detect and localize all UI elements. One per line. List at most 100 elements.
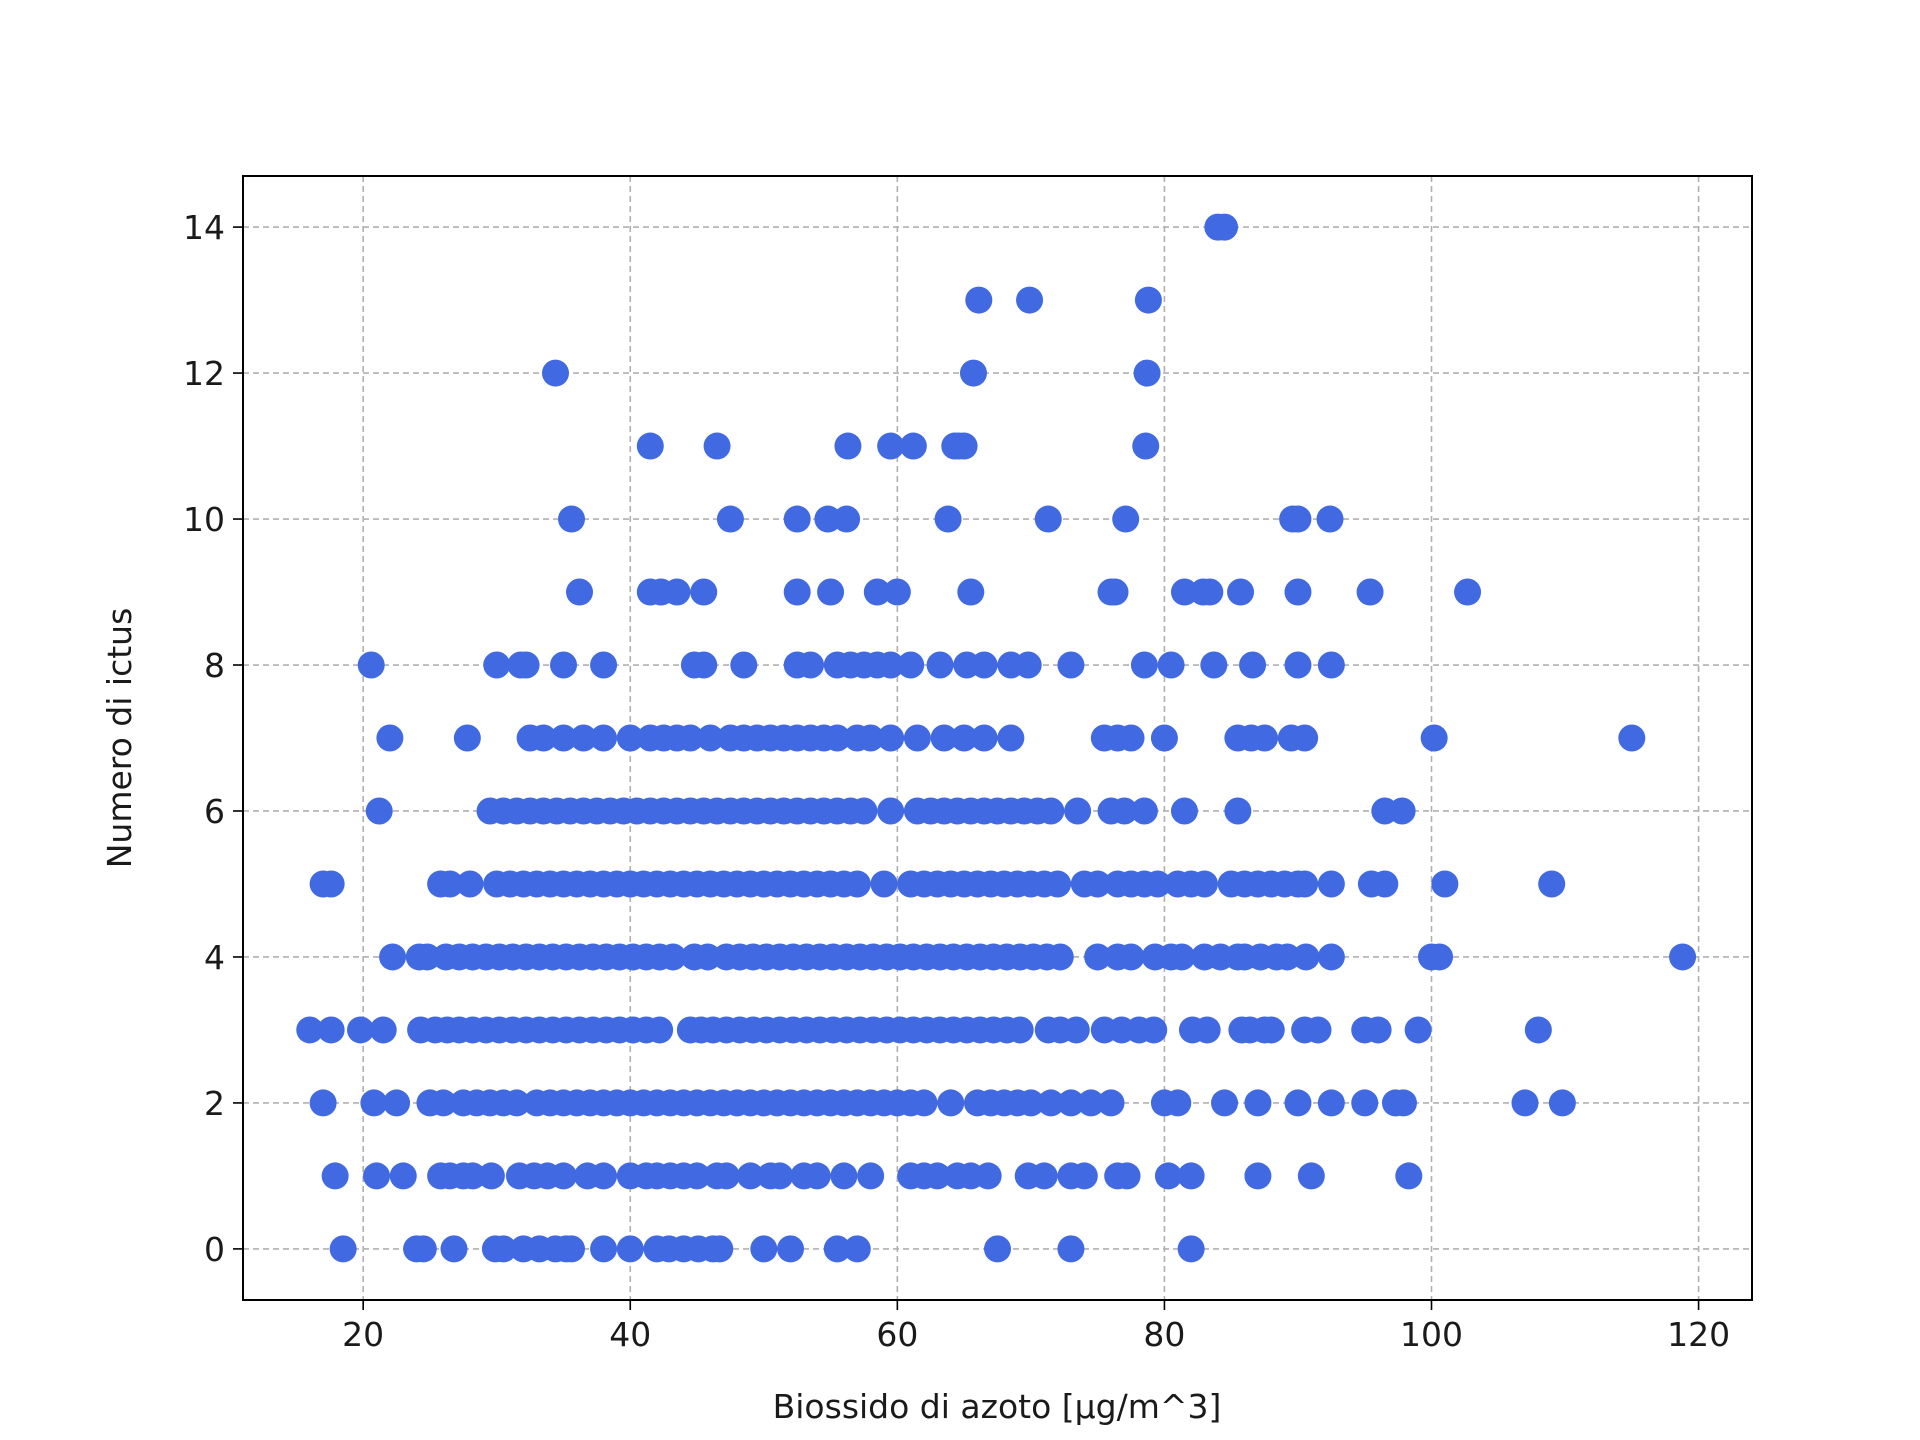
data-point [363, 1162, 391, 1190]
data-point [903, 724, 931, 752]
data-point [477, 1162, 505, 1190]
data-point [1395, 1162, 1423, 1190]
data-point [659, 943, 687, 971]
data-point [1016, 286, 1044, 314]
data-point [1057, 1235, 1085, 1263]
data-point [797, 651, 825, 679]
data-point [857, 1162, 885, 1190]
data-point [676, 724, 704, 752]
data-point [830, 1162, 858, 1190]
data-point [1524, 1016, 1552, 1044]
data-point [1014, 651, 1042, 679]
data-point [910, 1089, 938, 1117]
data-point [369, 1016, 397, 1044]
data-point [1304, 1016, 1332, 1044]
data-point [857, 724, 885, 752]
data-point [817, 578, 845, 606]
data-point [897, 651, 925, 679]
data-point [440, 1235, 468, 1263]
data-point [1388, 797, 1416, 825]
data-point [926, 651, 954, 679]
data-point [1669, 943, 1697, 971]
data-point [1291, 870, 1319, 898]
data-point [716, 505, 744, 533]
y-axis-label: Numero di ictus [100, 608, 139, 869]
y-tick-label: 4 [204, 938, 225, 977]
data-point [1511, 1089, 1539, 1117]
data-point [843, 870, 871, 898]
data-point [512, 651, 540, 679]
data-point [703, 432, 731, 460]
data-point [1239, 651, 1267, 679]
data-point [436, 870, 464, 898]
x-tick-label: 60 [876, 1315, 918, 1354]
x-tick-label: 20 [342, 1315, 384, 1354]
data-point [616, 1235, 644, 1263]
x-axis-label: Biossido di azoto [µg/m^3] [773, 1387, 1222, 1426]
data-point [883, 578, 911, 606]
data-point [1112, 505, 1140, 533]
data-point [736, 1162, 764, 1190]
data-point [1150, 724, 1178, 752]
data-point [1404, 1016, 1432, 1044]
data-point [317, 870, 345, 898]
data-point [1351, 1089, 1379, 1117]
data-point [1170, 797, 1198, 825]
data-point [1211, 1089, 1239, 1117]
data-point [1193, 1016, 1221, 1044]
data-point [1618, 724, 1646, 752]
data-point [1070, 1162, 1098, 1190]
data-point [877, 797, 905, 825]
x-tick-label: 80 [1143, 1315, 1185, 1354]
data-point [1364, 1016, 1392, 1044]
data-point [1371, 870, 1399, 898]
data-point [1420, 724, 1448, 752]
data-point [970, 724, 998, 752]
x-tick-label: 120 [1667, 1315, 1730, 1354]
data-point [1273, 943, 1301, 971]
data-point [1168, 943, 1196, 971]
data-point [541, 359, 569, 387]
data-point [683, 1162, 711, 1190]
data-point [1113, 1162, 1141, 1190]
data-point [690, 651, 718, 679]
data-point [1227, 578, 1255, 606]
data-point [1164, 1089, 1192, 1117]
data-point [1317, 870, 1345, 898]
data-point [1101, 578, 1129, 606]
data-point [1284, 505, 1312, 533]
data-point [590, 1162, 618, 1190]
data-point [1037, 1089, 1065, 1117]
data-point [1292, 943, 1320, 971]
data-point [984, 1235, 1011, 1263]
y-tick-label: 10 [183, 500, 225, 539]
data-point [360, 1089, 388, 1117]
x-tick-label: 100 [1400, 1315, 1463, 1354]
data-point [970, 651, 998, 679]
data-point [1134, 286, 1162, 314]
data-point [899, 432, 927, 460]
data-point [1170, 578, 1198, 606]
data-point [1224, 797, 1252, 825]
data-point [1284, 651, 1312, 679]
data-point [1117, 724, 1145, 752]
data-point [712, 1162, 740, 1190]
data-point [558, 505, 586, 533]
data-point [1097, 1089, 1125, 1117]
data-point [1538, 870, 1566, 898]
data-point [930, 724, 958, 752]
data-point [389, 1162, 417, 1190]
data-point [1030, 1162, 1058, 1190]
data-point [646, 1016, 674, 1044]
data-point [1157, 651, 1185, 679]
data-point [690, 578, 718, 606]
data-point [823, 1235, 851, 1263]
data-point [1177, 1162, 1205, 1190]
data-point [549, 724, 577, 752]
x-tick-label: 40 [609, 1315, 651, 1354]
data-point [730, 651, 758, 679]
data-point [1006, 1016, 1034, 1044]
data-point [347, 1016, 375, 1044]
data-point [1389, 1089, 1417, 1117]
data-point [590, 1235, 618, 1263]
